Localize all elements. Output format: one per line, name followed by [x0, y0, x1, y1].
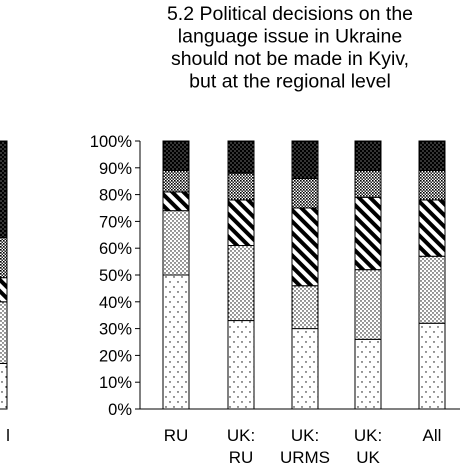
- bar-segment: [227, 140, 255, 174]
- bar-segment: [291, 178, 319, 209]
- bar-segment: [354, 196, 382, 271]
- partial-bar-segment: [0, 362, 8, 410]
- bar-segment: [418, 169, 446, 201]
- bar-segment: [162, 274, 190, 410]
- title-line: language issue in Ukraine: [178, 26, 402, 48]
- bar-segment: [418, 140, 446, 171]
- bar-segment: [227, 199, 255, 247]
- bar-segment: [162, 169, 190, 193]
- y-tick-label: 90%: [99, 160, 132, 178]
- partial-left-chart: l: [0, 140, 10, 445]
- bar-segment: [291, 140, 319, 180]
- x-tick-label: UK:: [354, 426, 382, 445]
- bar-segment: [291, 207, 319, 287]
- y-tick-label: 60%: [99, 240, 132, 258]
- partial-x-label: l: [6, 426, 10, 445]
- bar-segment: [291, 285, 319, 330]
- y-tick-label: 70%: [99, 213, 132, 231]
- x-tick-label: RU: [229, 448, 254, 467]
- partial-bar-segment: [0, 277, 8, 303]
- bar-segment: [418, 255, 446, 324]
- bar-segment: [354, 269, 382, 340]
- title-line: but at the regional level: [189, 71, 391, 93]
- partial-bar-segment: [0, 140, 8, 238]
- y-tick-label: 0%: [108, 401, 132, 419]
- y-axis: 0% 10% 20% 30% 40% 50% 60% 70% 80% 90% 100%: [90, 133, 460, 419]
- x-tick-label: UK: [356, 448, 380, 467]
- title-line: should not be made in Kyiv,: [171, 48, 409, 70]
- y-tick-label: 40%: [99, 294, 132, 312]
- bar-segment: [418, 322, 446, 410]
- x-tick-label: UK:: [227, 426, 255, 445]
- bar-segment: [354, 338, 382, 410]
- bars: [162, 140, 446, 410]
- y-tick-label: 50%: [99, 267, 132, 285]
- y-tick-label: 20%: [99, 347, 132, 365]
- bar-segment: [418, 199, 446, 257]
- bar-segment: [227, 320, 255, 410]
- partial-bar-segment: [0, 301, 8, 364]
- bar-segment: [291, 328, 319, 410]
- bar-segment: [354, 169, 382, 198]
- y-tick-label: 10%: [99, 374, 132, 392]
- y-tick-label: 30%: [99, 321, 132, 339]
- x-axis-labels: RU UK: RU UK: URMS UK: UK All: [164, 426, 442, 467]
- partial-bar-segment: [0, 236, 8, 279]
- bar-segment: [227, 245, 255, 322]
- y-tick-label: 100%: [90, 133, 133, 151]
- x-tick-label: UK:: [291, 426, 319, 445]
- bar-segment: [162, 210, 190, 276]
- bar-segment: [354, 140, 382, 171]
- title-line: 5.2 Political decisions on the: [167, 3, 413, 25]
- y-tick-label: 80%: [99, 187, 132, 205]
- bar-segment: [162, 191, 190, 212]
- bar-segment: [162, 140, 190, 171]
- x-tick-label: URMS: [280, 448, 330, 467]
- bar-segment: [227, 172, 255, 201]
- x-tick-label: All: [423, 426, 442, 445]
- x-tick-label: RU: [164, 426, 189, 445]
